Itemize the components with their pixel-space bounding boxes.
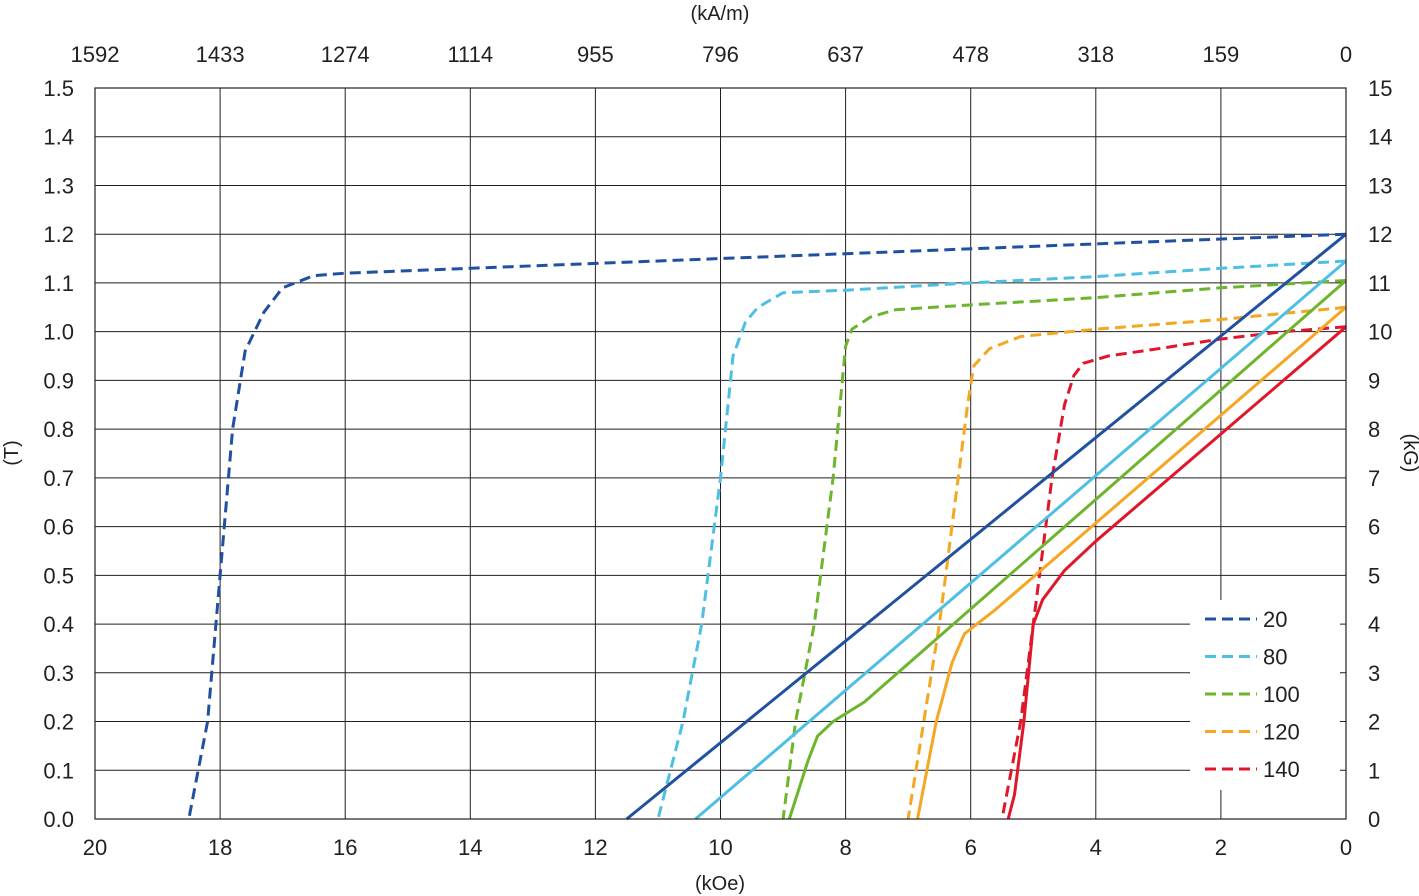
y2-axis-title: (kG)	[1399, 434, 1419, 473]
y-tick-label: 0.1	[43, 758, 74, 783]
x-tick-label: 0	[1340, 835, 1352, 860]
y2-tick-label: 3	[1368, 661, 1380, 686]
legend-label: 100	[1263, 682, 1300, 707]
x2-tick-label: 1592	[71, 42, 120, 67]
y-axis-title: (T)	[1, 440, 23, 466]
legend-label: 140	[1263, 757, 1300, 782]
x2-axis-ticks: 1592 1433 1274 1114 955 796 637 478 318 159 0	[71, 42, 1353, 67]
y-tick-label: 0.8	[43, 417, 74, 442]
y-axis-ticks: 0.0 0.1 0.2 0.3 0.4 0.5 0.6 0.7 0.8 0.9 1.0 1.1 1.2 1…	[43, 76, 74, 832]
y-tick-label: 1.3	[43, 173, 74, 198]
y2-tick-label: 11	[1368, 271, 1391, 296]
y-tick-label: 0.9	[43, 368, 74, 393]
series-140-normal-curve	[1006, 325, 1347, 820]
y-tick-label: 0.0	[43, 807, 74, 832]
y2-tick-label: 5	[1368, 563, 1380, 588]
series-80-normal-curve	[694, 259, 1347, 821]
x-tick-label: 2	[1215, 835, 1227, 860]
x2-tick-label: 159	[1203, 42, 1240, 67]
y-tick-label: 1.2	[43, 222, 74, 247]
curves	[187, 232, 1347, 821]
y2-tick-label: 14	[1368, 125, 1392, 150]
series-100-normal-curve	[787, 279, 1347, 820]
x2-tick-label: 318	[1077, 42, 1114, 67]
legend-label: 120	[1263, 720, 1300, 745]
x2-tick-label: 1274	[321, 42, 370, 67]
y-tick-label: 1.1	[43, 271, 74, 296]
y2-tick-label: 7	[1368, 466, 1380, 491]
x2-tick-label: 1114	[447, 42, 493, 67]
x-tick-label: 8	[839, 835, 851, 860]
legend-label: 20	[1263, 607, 1287, 632]
y2-tick-label: 1	[1368, 758, 1380, 783]
x2-tick-label: 478	[952, 42, 989, 67]
y-tick-label: 0.3	[43, 661, 74, 686]
legend-label: 80	[1263, 645, 1287, 670]
legend: 20 80 100 120 140	[1205, 607, 1300, 782]
x-tick-label: 6	[965, 835, 977, 860]
y-tick-label: 0.4	[43, 612, 74, 637]
y-tick-label: 0.5	[43, 563, 74, 588]
x2-tick-label: 1433	[196, 42, 245, 67]
y2-tick-label: 6	[1368, 515, 1380, 540]
y2-tick-label: 0	[1368, 807, 1380, 832]
y-tick-label: 1.5	[43, 76, 74, 101]
y2-tick-label: 15	[1368, 76, 1392, 101]
x-tick-label: 16	[333, 835, 357, 860]
y2-tick-label: 2	[1368, 710, 1380, 735]
series-20-intrinsic-curve	[187, 232, 1347, 820]
x-tick-label: 12	[583, 835, 607, 860]
x-tick-label: 18	[208, 835, 232, 860]
series-120-normal-curve	[916, 306, 1347, 820]
series-140-intrinsic-curve	[1000, 325, 1347, 820]
y-tick-label: 0.6	[43, 515, 74, 540]
x-tick-label: 4	[1090, 835, 1102, 860]
series-20-normal-curve	[625, 233, 1347, 821]
y2-tick-label: 8	[1368, 417, 1380, 442]
series-80-intrinsic-curve	[656, 259, 1347, 820]
y-tick-label: 0.2	[43, 710, 74, 735]
x2-tick-label: 955	[577, 42, 614, 67]
series-100-intrinsic-curve	[781, 279, 1347, 820]
plot-frame	[94, 87, 1347, 820]
x-tick-label: 20	[83, 835, 107, 860]
x2-tick-label: 796	[702, 42, 739, 67]
y2-tick-label: 13	[1368, 173, 1392, 198]
y-tick-label: 1.4	[43, 125, 74, 150]
y2-tick-label: 12	[1368, 222, 1392, 247]
y-tick-label: 0.7	[43, 466, 74, 491]
x-tick-label: 10	[708, 835, 732, 860]
y2-tick-label: 9	[1368, 368, 1380, 393]
series-120-intrinsic-curve	[906, 305, 1347, 820]
x2-tick-label: 0	[1340, 42, 1352, 67]
x-tick-label: 14	[458, 835, 482, 860]
y2-tick-label: 4	[1368, 612, 1380, 637]
x-axis-title: (kOe)	[695, 873, 745, 895]
grid	[94, 87, 1347, 820]
y-tick-label: 1.0	[43, 320, 74, 345]
y2-tick-label: 10	[1368, 320, 1392, 345]
x-axis-ticks: 20 18 16 14 12 10 8 6 4 2 0	[83, 835, 1352, 860]
x2-tick-label: 637	[827, 42, 864, 67]
x2-axis-title: (kA/m)	[691, 3, 750, 25]
